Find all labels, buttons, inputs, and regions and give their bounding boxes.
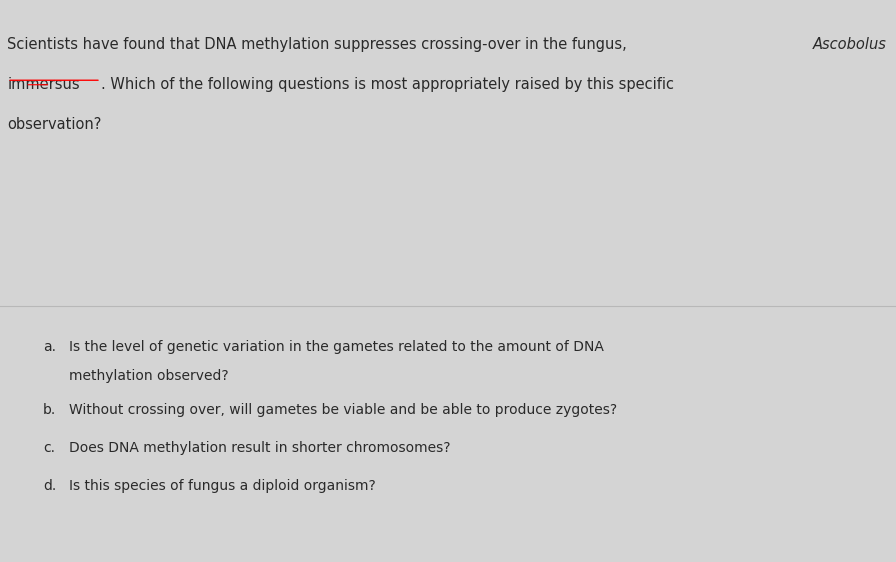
Text: a.: a.	[43, 340, 56, 354]
Text: immersus: immersus	[7, 77, 80, 92]
Text: . Which of the following questions is most appropriately raised by this specific: . Which of the following questions is mo…	[101, 77, 674, 92]
Text: Scientists have found that DNA methylation suppresses crossing-over in the fungu: Scientists have found that DNA methylati…	[7, 37, 632, 52]
Text: Is the level of genetic variation in the gametes related to the amount of DNA: Is the level of genetic variation in the…	[69, 340, 604, 354]
Text: methylation observed?: methylation observed?	[69, 369, 228, 383]
Text: c.: c.	[43, 441, 55, 455]
Text: Is this species of fungus a diploid organism?: Is this species of fungus a diploid orga…	[69, 479, 375, 493]
Text: b.: b.	[43, 403, 56, 417]
Text: Does DNA methylation result in shorter chromosomes?: Does DNA methylation result in shorter c…	[69, 441, 451, 455]
Text: Without crossing over, will gametes be viable and be able to produce zygotes?: Without crossing over, will gametes be v…	[69, 403, 617, 417]
Text: Ascobolus: Ascobolus	[813, 37, 887, 52]
Text: observation?: observation?	[7, 117, 101, 133]
Text: d.: d.	[43, 479, 56, 493]
